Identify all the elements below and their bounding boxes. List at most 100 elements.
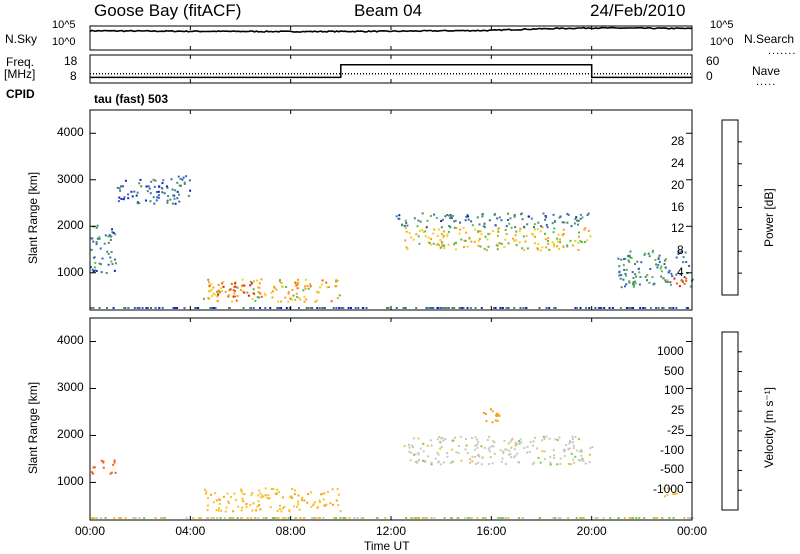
velocity-cell <box>591 446 594 448</box>
power-cell <box>477 230 480 233</box>
power-cell <box>234 290 236 292</box>
power-ground-cell <box>252 307 255 309</box>
xtick-label: 08:00 <box>275 524 306 538</box>
power-cell <box>418 242 421 245</box>
power-cell <box>624 285 626 288</box>
velocity-ground-cell <box>236 517 239 519</box>
power-cell <box>98 236 101 239</box>
velocity-cell <box>563 455 566 457</box>
power-cell <box>666 281 669 284</box>
power-cell <box>466 214 469 217</box>
velocity-ground-cell <box>476 517 479 519</box>
power-cell <box>425 225 428 228</box>
velocity-ground-cell <box>410 517 413 519</box>
velocity-ground-cell <box>91 517 93 519</box>
velocity-cell <box>438 436 441 438</box>
velocity-cell <box>539 461 542 464</box>
velocity-ground-cell <box>232 517 235 519</box>
power-ground-cell <box>627 307 630 309</box>
velocity-cell <box>514 454 517 457</box>
velocity-ground-cell <box>192 517 195 519</box>
power-ground-cell <box>147 307 149 309</box>
velocity-cell <box>218 502 221 505</box>
power-cell <box>302 289 305 292</box>
power-ground-cell <box>597 307 600 309</box>
velocity-cell <box>242 493 245 495</box>
velocity-cell <box>477 461 480 464</box>
power-cell <box>542 212 545 215</box>
power-cell <box>454 248 457 251</box>
power-cell <box>161 182 164 185</box>
power-cell <box>634 282 637 285</box>
power-cell <box>281 285 284 288</box>
velocity-cell <box>320 493 323 496</box>
power-cell <box>210 283 213 286</box>
power-ground-cell <box>525 307 528 309</box>
velocity-cell <box>558 436 561 439</box>
power-cell <box>505 225 508 228</box>
power-ground-cell <box>136 307 139 309</box>
velocity-ground-cell <box>617 517 620 519</box>
velocity-cell <box>475 462 478 465</box>
power-cell <box>221 290 224 293</box>
power-cell <box>243 291 246 294</box>
velocity-colorbar-tick-label: -25 <box>667 422 685 437</box>
velocity-cell <box>496 415 499 417</box>
velocity-cell <box>533 436 536 439</box>
velocity-ground-cell <box>467 517 470 519</box>
velocity-cell <box>276 510 279 512</box>
velocity-cell <box>412 437 415 440</box>
power-cell <box>586 213 589 216</box>
power-cell <box>675 282 678 285</box>
velocity-cell <box>581 457 584 460</box>
power-cell <box>130 190 133 193</box>
power-cell <box>426 219 429 222</box>
velocity-cell <box>297 500 300 503</box>
power-cell <box>316 290 318 293</box>
power-cell <box>481 215 484 218</box>
velocity-ground-cell <box>672 517 675 519</box>
power-cell <box>96 224 99 227</box>
power-cell <box>488 232 491 235</box>
velocity-cell <box>458 444 460 447</box>
power-cell <box>272 290 274 293</box>
power-cell <box>285 286 288 288</box>
power-cell <box>528 215 530 218</box>
power-ground-cell <box>538 307 541 309</box>
power-cell <box>107 235 110 238</box>
velocity-cell <box>274 492 277 495</box>
velocity-cell <box>203 488 206 491</box>
power-cell <box>518 230 521 233</box>
velocity-ground-cell <box>120 517 123 519</box>
power-cell <box>140 185 143 188</box>
power-ground-cell <box>629 307 632 309</box>
power-ground-cell <box>642 307 645 309</box>
power-cell <box>236 295 239 297</box>
power-cell <box>453 226 456 229</box>
velocity-cell <box>526 445 529 448</box>
velocity-ground-cell <box>339 517 342 519</box>
power-cell <box>448 214 451 217</box>
power-cell <box>216 290 219 293</box>
power-ground-cell <box>106 307 108 309</box>
power-cell <box>406 224 409 227</box>
power-cell <box>304 287 307 290</box>
velocity-ytick-label: 1000 <box>57 474 84 489</box>
power-cell <box>510 226 513 229</box>
power-cell <box>416 225 419 228</box>
power-ground-cell <box>545 307 548 309</box>
power-colorbar-tick-label: 20 <box>671 177 685 192</box>
power-cell <box>557 233 560 236</box>
power-ground-cell <box>195 307 198 309</box>
velocity-cell <box>495 412 498 415</box>
velocity-ground-cell <box>632 517 635 519</box>
power-cell <box>463 239 466 242</box>
velocity-ground-cell <box>246 517 249 519</box>
velocity-cell <box>297 494 300 497</box>
power-cell <box>118 196 121 199</box>
power-cell <box>579 240 582 243</box>
power-cell <box>251 298 254 300</box>
power-cell <box>522 235 525 238</box>
velocity-ground-cell <box>231 517 233 519</box>
velocity-cell <box>465 444 468 447</box>
